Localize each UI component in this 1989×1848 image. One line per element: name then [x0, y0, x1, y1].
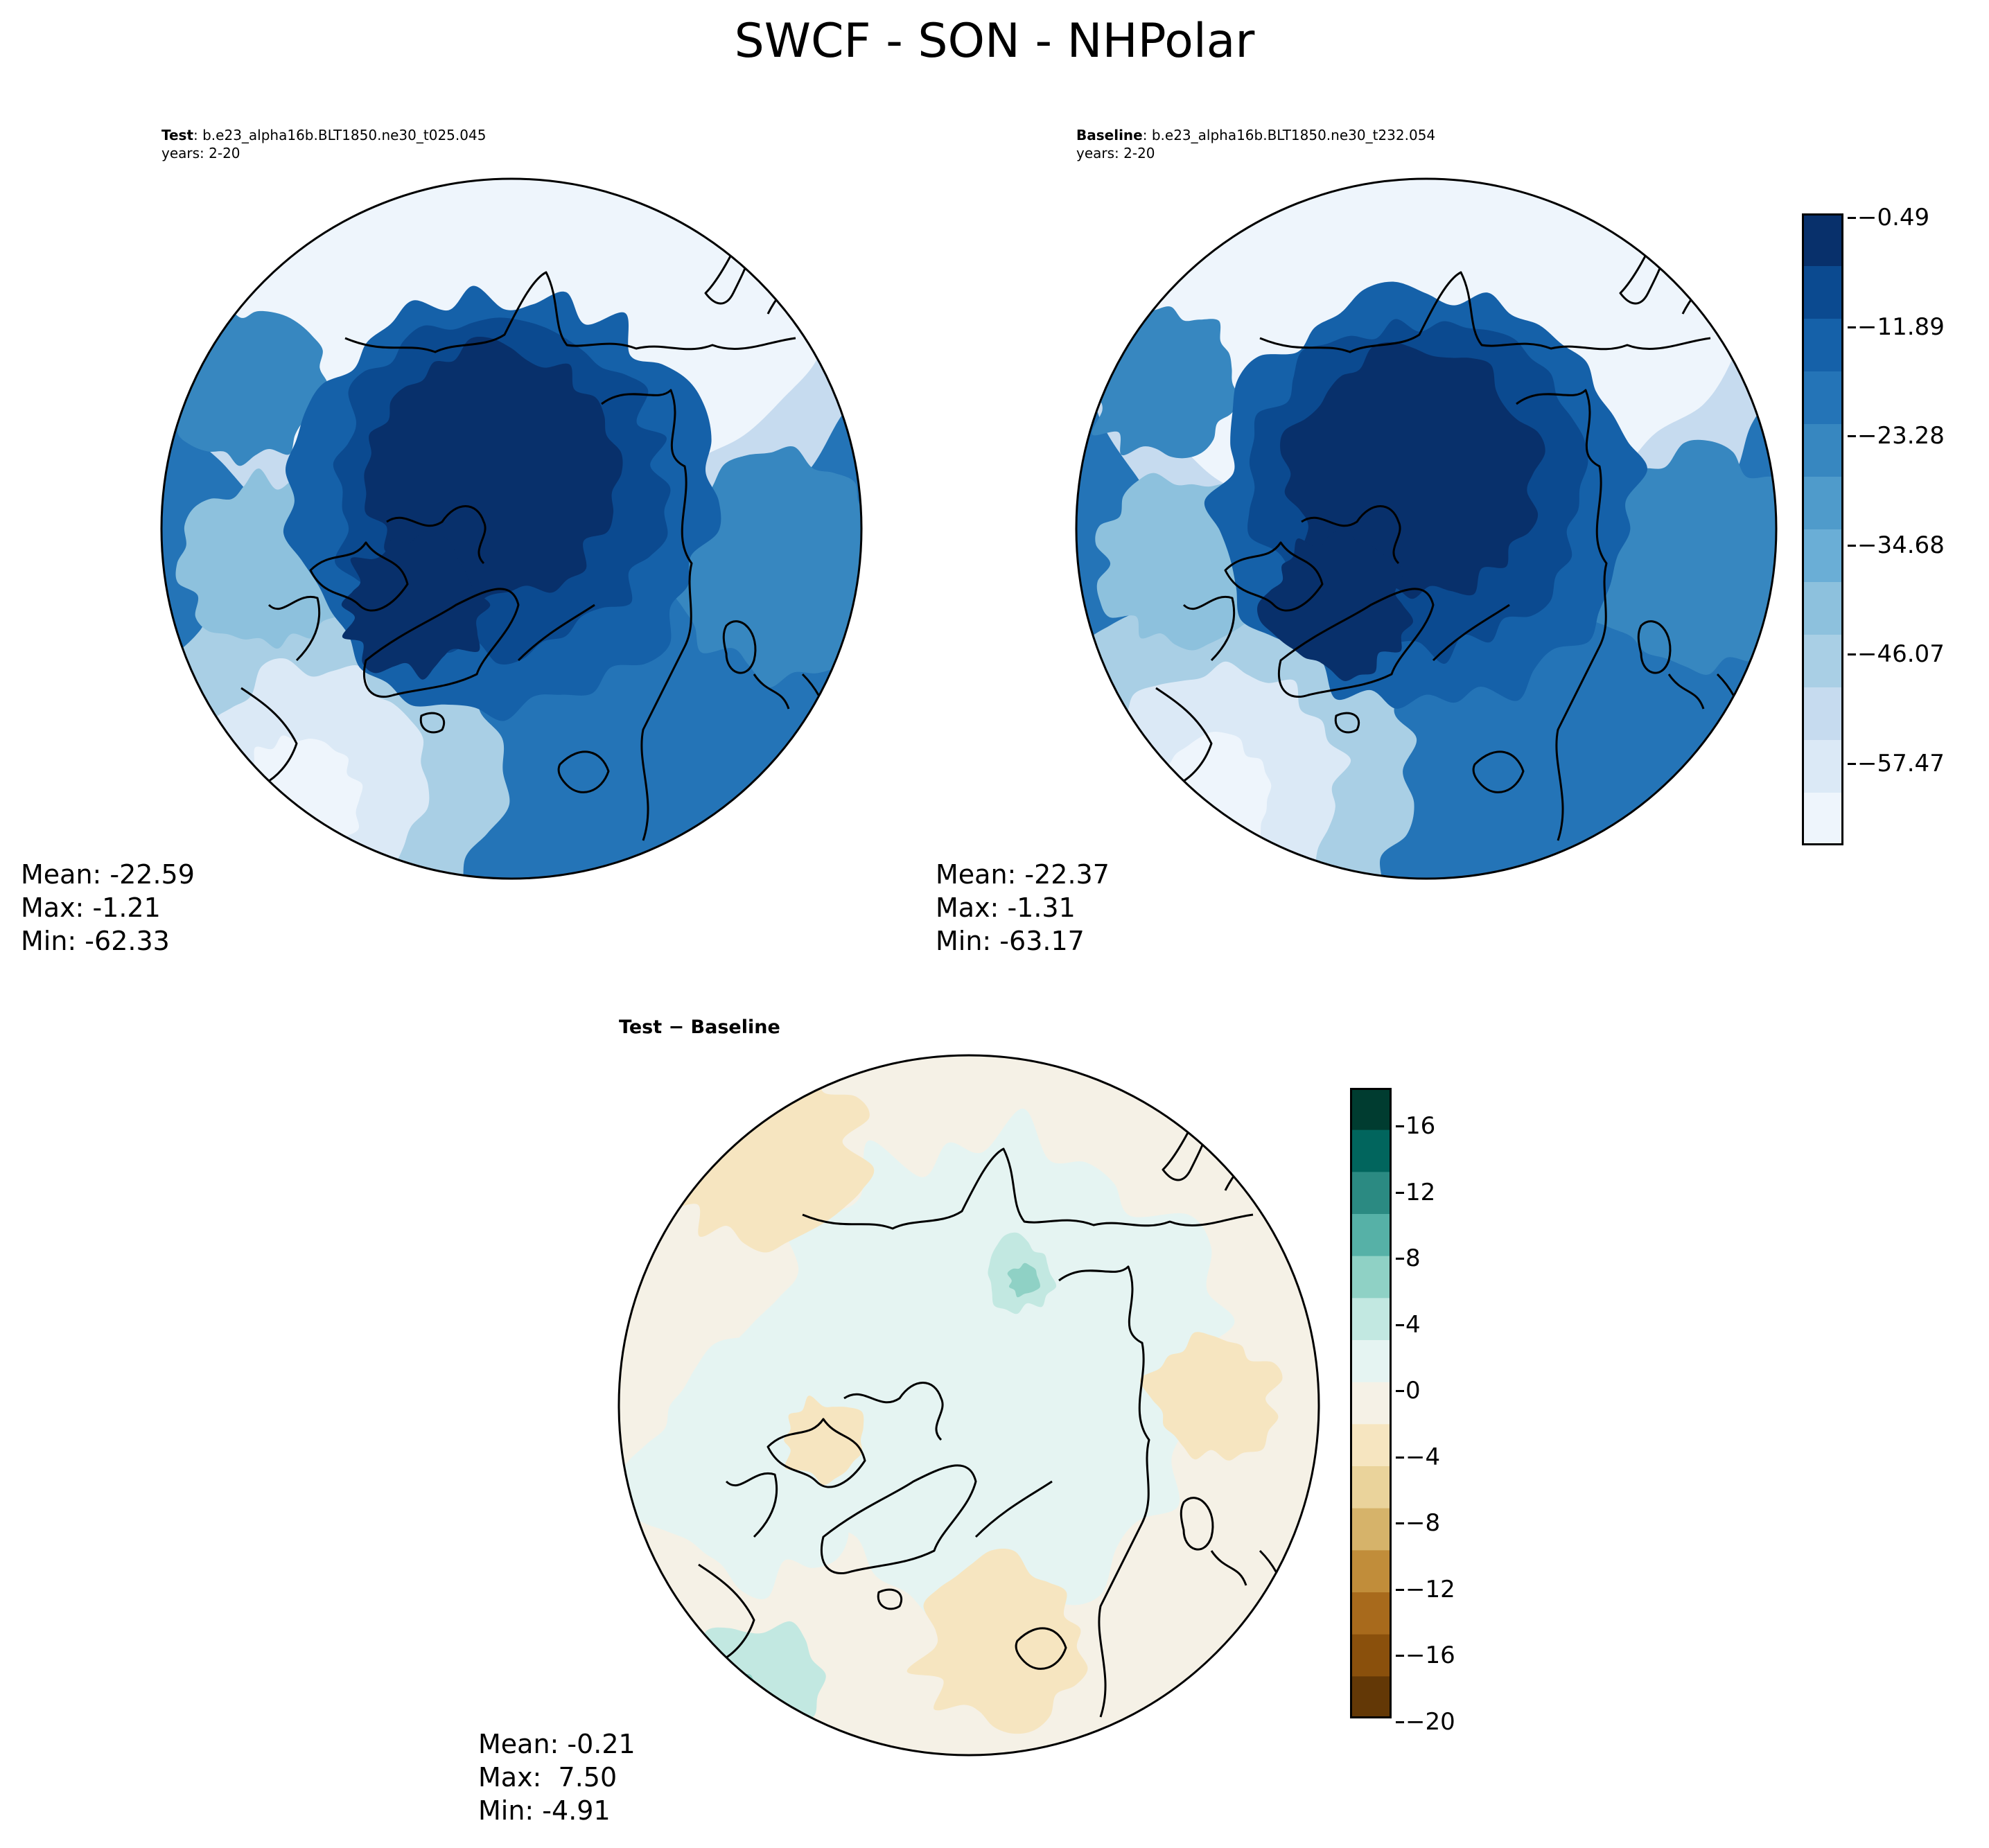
diff-colorbar-swatch — [1350, 1088, 1392, 1131]
diff-panel-header: Test − Baseline — [619, 1017, 780, 1038]
test-case-name: : b.e23_alpha16b.BLT1850.ne30_t025.045 — [193, 127, 487, 143]
baseline-case-name: : b.e23_alpha16b.BLT1850.ne30_t232.054 — [1142, 127, 1436, 143]
test-years: years: 2-20 — [161, 145, 240, 161]
diff-colorbar-swatch — [1350, 1214, 1392, 1257]
diff-colorbar-swatch — [1350, 1129, 1392, 1172]
test-stats: Mean: -22.59 Max: -1.21 Min: -62.33 — [21, 858, 195, 958]
main-colorbar-swatch — [1802, 635, 1843, 688]
test-min: Min: -62.33 — [21, 926, 170, 956]
main-colorbar-swatch — [1802, 793, 1843, 845]
test-panel-header: Test: b.e23_alpha16b.BLT1850.ne30_t025.0… — [161, 126, 486, 162]
main-colorbar-tick-label: −46.07 — [1857, 640, 1945, 669]
baseline-panel-header: Baseline: b.e23_alpha16b.BLT1850.ne30_t2… — [1076, 126, 1435, 162]
figure-title: SWCF - SON - NHPolar — [734, 14, 1255, 69]
diff-colorbar-tick-mark — [1396, 1258, 1404, 1260]
diff-colorbar-tick-mark — [1396, 1323, 1404, 1326]
test-polar-map — [160, 177, 863, 880]
main-colorbar-tick-label: −34.68 — [1857, 531, 1945, 559]
main-colorbar-tick-label: −23.28 — [1857, 422, 1945, 450]
baseline-min: Min: -63.17 — [936, 926, 1085, 956]
baseline-polar-map — [1075, 177, 1778, 880]
diff-colorbar-tick-label: 12 — [1405, 1178, 1436, 1206]
diff-colorbar-tick-mark — [1396, 1390, 1404, 1392]
main-colorbar-tick-label: −11.89 — [1857, 313, 1945, 341]
main-colorbar-swatch — [1802, 477, 1843, 530]
main-colorbar-tick-label: −57.47 — [1857, 750, 1945, 777]
main-colorbar-tick-mark — [1848, 653, 1856, 656]
diff-colorbar-tick-label: 4 — [1405, 1310, 1421, 1339]
diff-colorbar-tick-label: 0 — [1405, 1377, 1421, 1405]
main-colorbar-swatch — [1802, 424, 1843, 477]
diff-colorbar-tick-label: −20 — [1405, 1707, 1455, 1736]
diff-colorbar-tick-label: 16 — [1405, 1112, 1436, 1140]
diff-colorbar-swatch — [1350, 1634, 1392, 1677]
diff-colorbar-swatch — [1350, 1676, 1392, 1718]
diff-colorbar-swatch — [1350, 1172, 1392, 1215]
diff-colorbar-swatch — [1350, 1550, 1392, 1593]
diff-colorbar-swatch — [1350, 1256, 1392, 1299]
main-colorbar-swatch — [1802, 371, 1843, 425]
diff-colorbar-swatch — [1350, 1592, 1392, 1635]
diff-colorbar-swatch — [1350, 1508, 1392, 1551]
main-colorbar-swatch — [1802, 529, 1843, 583]
diff-colorbar-tick-mark — [1396, 1655, 1404, 1657]
main-colorbar-tick-mark — [1848, 435, 1856, 438]
baseline-mean: Mean: -22.37 — [936, 859, 1110, 890]
diff-colorbar-tick-label: 8 — [1405, 1244, 1421, 1272]
diff-colorbar-tick-label: −8 — [1405, 1509, 1441, 1537]
diff-colorbar-tick-mark — [1396, 1456, 1404, 1459]
main-colorbar-tick-mark — [1848, 217, 1856, 219]
diff-colorbar-tick-label: −4 — [1405, 1443, 1441, 1471]
main-colorbar-tick-mark — [1848, 763, 1856, 765]
main-colorbar-tick-mark — [1848, 326, 1856, 328]
diff-colorbar-tick-label: −16 — [1405, 1642, 1455, 1669]
test-mean: Mean: -22.59 — [21, 859, 195, 890]
diff-colorbar-swatch — [1350, 1340, 1392, 1383]
diff-mean: Mean: -0.21 — [478, 1729, 636, 1759]
main-colorbar-swatch — [1802, 740, 1843, 793]
main-colorbar — [1802, 213, 1843, 845]
diff-colorbar-swatch — [1350, 1382, 1392, 1425]
diff-max: Max: 7.50 — [478, 1762, 617, 1793]
test-label: Test — [161, 127, 194, 143]
test-max: Max: -1.21 — [21, 892, 161, 923]
diff-colorbar-swatch — [1350, 1424, 1392, 1467]
diff-colorbar-tick-mark — [1396, 1721, 1404, 1723]
diff-colorbar-tick-mark — [1396, 1588, 1404, 1591]
diff-colorbar-tick-mark — [1396, 1522, 1404, 1524]
baseline-stats: Mean: -22.37 Max: -1.31 Min: -63.17 — [936, 858, 1110, 958]
diff-colorbar-tick-label: −12 — [1405, 1575, 1455, 1603]
baseline-label: Baseline — [1076, 127, 1143, 143]
diff-min: Min: -4.91 — [478, 1795, 611, 1826]
main-colorbar-tick-mark — [1848, 544, 1856, 547]
diff-colorbar-swatch — [1350, 1466, 1392, 1509]
diff-colorbar-swatch — [1350, 1298, 1392, 1341]
main-colorbar-tick-label: −0.49 — [1857, 204, 1930, 231]
diff-colorbar-tick-mark — [1396, 1191, 1404, 1194]
main-colorbar-swatch — [1802, 582, 1843, 635]
diff-colorbar — [1350, 1088, 1392, 1718]
baseline-max: Max: -1.31 — [936, 892, 1076, 923]
main-colorbar-swatch — [1802, 687, 1843, 741]
diff-colorbar-tick-mark — [1396, 1125, 1404, 1127]
baseline-years: years: 2-20 — [1076, 145, 1155, 161]
main-colorbar-swatch — [1802, 213, 1843, 267]
main-colorbar-swatch — [1802, 319, 1843, 372]
main-colorbar-swatch — [1802, 266, 1843, 319]
diff-polar-map — [617, 1054, 1320, 1757]
diff-stats: Mean: -0.21 Max: 7.50 Min: -4.91 — [478, 1727, 636, 1827]
